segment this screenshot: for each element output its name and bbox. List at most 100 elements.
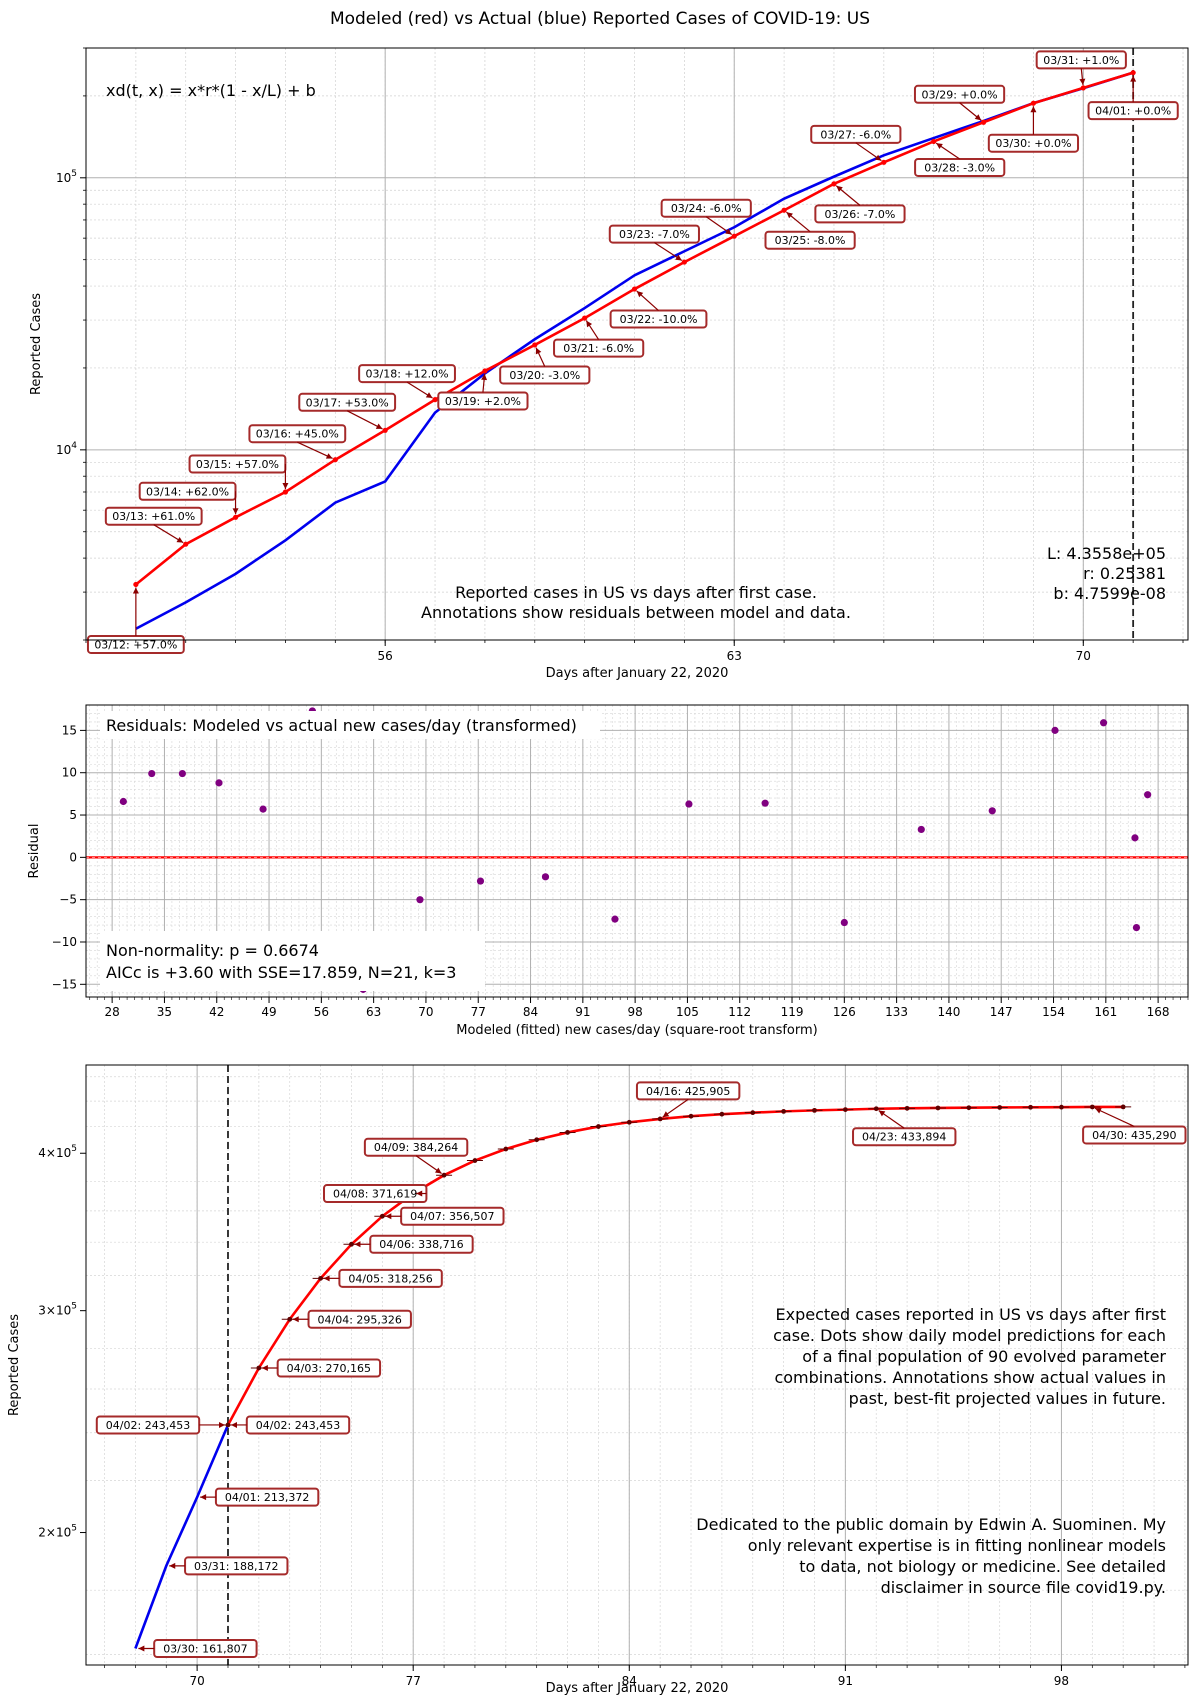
formula-text: xd(t, x) = x*r*(1 - x/L) + b bbox=[106, 81, 316, 100]
annotation: 03/25: -8.0% bbox=[764, 211, 856, 250]
annotation-text: 03/31: +1.0% bbox=[1043, 54, 1119, 67]
annotation-arrowhead bbox=[836, 185, 843, 192]
annotation-arrow bbox=[1094, 1107, 1135, 1128]
y-tick-label: 15 bbox=[62, 723, 77, 737]
annotation: 03/26: -7.0% bbox=[814, 185, 906, 224]
stats-line-2: AICc is +3.60 with SSE=17.859, N=21, k=3 bbox=[106, 963, 456, 982]
annotation-text: 03/15: +57.0% bbox=[196, 458, 279, 471]
annotation-text: 04/01: +0.0% bbox=[1095, 105, 1171, 118]
stats-text: Non-normality: p = 0.6674 AICc is +3.60 … bbox=[106, 941, 456, 982]
annotation-text: 03/30: 161,807 bbox=[163, 1642, 247, 1655]
annotation: 03/19: +2.0% bbox=[437, 373, 529, 411]
x-tick-label: 154 bbox=[1042, 1005, 1065, 1019]
caption-line-5: past, best-fit projected values in futur… bbox=[849, 1389, 1166, 1408]
x-tick-label: 77 bbox=[471, 1005, 486, 1019]
model-point bbox=[379, 1213, 385, 1219]
x-tick-label: 105 bbox=[676, 1005, 699, 1019]
annotation-text: 04/09: 384,264 bbox=[374, 1141, 458, 1154]
model-point bbox=[503, 1146, 509, 1152]
annotation-text: 04/02: 243,453 bbox=[256, 1419, 340, 1432]
annotation: 03/24: -6.0% bbox=[660, 198, 752, 235]
residual-point bbox=[988, 807, 996, 815]
annotation-arrowhead bbox=[230, 1421, 237, 1428]
y-tick-label: 0 bbox=[69, 850, 77, 864]
model-point bbox=[349, 1241, 354, 1247]
annotation: 03/27: -6.0% bbox=[810, 124, 902, 162]
model-point bbox=[382, 427, 388, 433]
annotation: 03/23: -7.0% bbox=[608, 224, 700, 261]
param-r: r: 0.25381 bbox=[1083, 564, 1166, 583]
x-tick-label: 63 bbox=[366, 1005, 381, 1019]
plot-frame bbox=[85, 47, 1189, 641]
model-point bbox=[1130, 70, 1136, 76]
annotation-arrowhead bbox=[354, 1241, 361, 1248]
stats-line-1: Non-normality: p = 0.6674 bbox=[106, 941, 319, 960]
annotation-text: 03/26: -7.0% bbox=[825, 208, 896, 221]
header-background bbox=[100, 711, 600, 739]
annotation-arrowhead bbox=[586, 320, 593, 328]
annotation-arrowhead bbox=[675, 254, 682, 261]
annotation-box bbox=[810, 124, 902, 144]
y-tick-label: 104 bbox=[56, 441, 77, 457]
annotation-arrowhead bbox=[218, 1421, 225, 1428]
annotation-text: 03/27: -6.0% bbox=[820, 128, 891, 141]
annotation: 04/02: 243,453 bbox=[230, 1415, 351, 1435]
model-point bbox=[133, 581, 139, 588]
annotation-text: 03/21: -6.0% bbox=[563, 342, 634, 355]
model-point bbox=[432, 397, 438, 403]
model-point bbox=[812, 1107, 817, 1113]
x-tick-label: 56 bbox=[314, 1005, 329, 1019]
y-tick-label: 105 bbox=[56, 169, 77, 185]
annotation-text: 03/23: -7.0% bbox=[619, 228, 690, 241]
residual-point bbox=[840, 918, 848, 927]
cases-chart-bottom: 03/30: 161,807 03/31: 188,172 04/01: 213,3… bbox=[7, 1064, 1189, 1696]
y-tick-label: 2×105 bbox=[38, 1524, 77, 1540]
annotation-text: 03/12: +57.0% bbox=[94, 638, 177, 651]
y-axis-label: Reported Cases bbox=[29, 293, 44, 395]
params-text: L: 4.3558e+05 r: 0.25381 b: 4.7599e-08 bbox=[1047, 544, 1166, 603]
annotation: 04/01: 213,372 bbox=[200, 1487, 320, 1507]
x-tick-label: 49 bbox=[261, 1005, 276, 1019]
annotation-arrowhead bbox=[323, 1275, 330, 1282]
annotation-layer: 03/12: +57.0% 03/13: +61.0% 03/14: +62.0% 0… bbox=[86, 50, 1179, 654]
annotation-arrowhead bbox=[1130, 75, 1137, 82]
tick-layer: 70 77 84 91 98 2×105 3×105 4×105 bbox=[38, 1144, 1186, 1688]
residual-point bbox=[541, 873, 550, 881]
caption-line-1: Expected cases reported in US vs days af… bbox=[776, 1305, 1166, 1324]
model-point bbox=[472, 1158, 478, 1163]
annotation: 03/28: -3.0% bbox=[914, 142, 1006, 177]
residual-point bbox=[1131, 834, 1139, 842]
annotation: 03/18: +12.0% bbox=[358, 364, 456, 399]
annotation-arrowhead bbox=[200, 1494, 207, 1501]
x-tick-label: 70 bbox=[189, 1674, 204, 1688]
model-point bbox=[631, 286, 638, 292]
annotation-arrowhead bbox=[1079, 78, 1086, 85]
caption-text: Reported cases in US vs days after first… bbox=[421, 583, 851, 622]
annotation-arrowhead bbox=[874, 154, 882, 161]
residuals-header-text: Residuals: Modeled vs actual new cases/d… bbox=[106, 716, 577, 735]
y-tick-label: 10 bbox=[62, 766, 77, 780]
annotation-arrowhead bbox=[481, 373, 488, 381]
annotation-box bbox=[609, 309, 708, 329]
annotation-text: 03/14: +62.0% bbox=[146, 485, 229, 498]
model-point bbox=[318, 1275, 323, 1281]
annotation-arrowhead bbox=[132, 587, 139, 594]
x-tick-label: 84 bbox=[622, 1674, 637, 1688]
residual-point bbox=[1099, 719, 1108, 727]
tick-layer: 28 35 42 49 56 63 70 77 84 91 98 105 112 119 126 133 140… bbox=[52, 723, 1189, 1019]
annotation-arrowhead bbox=[425, 392, 433, 399]
model-point bbox=[904, 1105, 910, 1111]
y-axis-label: Reported Cases bbox=[7, 1314, 22, 1416]
y-tick-label: −5 bbox=[59, 893, 77, 907]
annotation-arrowhead bbox=[936, 143, 943, 149]
annotation-arrowhead bbox=[325, 453, 333, 459]
model-point bbox=[781, 1108, 787, 1114]
residual-point bbox=[476, 877, 485, 885]
residual-point bbox=[761, 799, 769, 807]
annotation-arrowhead bbox=[1030, 106, 1037, 113]
annotation: 03/29: +0.0% bbox=[913, 84, 1006, 121]
annotation-text: 03/30: +0.0% bbox=[995, 137, 1071, 150]
tick-layer: 56 63 70 104 105 bbox=[56, 47, 1184, 663]
